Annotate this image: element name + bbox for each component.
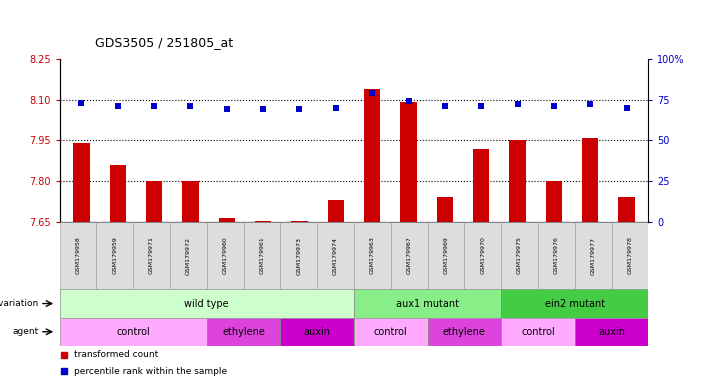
Point [185,103,196,109]
Text: GSM179959: GSM179959 [112,237,117,275]
Bar [109,165,126,222]
Bar [146,181,162,222]
Bar [255,220,271,222]
Bar [60,318,207,346]
Text: genotype/variation: genotype/variation [0,299,39,308]
Text: auxin: auxin [598,327,625,337]
Bar [354,289,501,318]
Text: control: control [116,327,150,337]
Bar [219,218,235,222]
Bar [207,222,244,289]
Bar [465,222,501,289]
Bar [546,181,562,222]
Text: percentile rank within the sample: percentile rank within the sample [74,367,227,376]
Point [475,103,486,109]
Point [294,106,305,113]
Bar [292,220,308,222]
Point [585,101,596,108]
Point [112,103,123,109]
Text: GSM179976: GSM179976 [554,237,559,275]
Text: transformed count: transformed count [74,350,158,359]
Text: GSM179961: GSM179961 [259,237,264,275]
Bar [618,197,635,222]
Text: auxin: auxin [304,327,331,337]
Text: ethylene: ethylene [443,327,486,337]
Bar [575,318,648,346]
Point [149,103,160,109]
Bar [280,318,354,346]
Point [621,104,632,111]
Text: GSM179958: GSM179958 [76,237,81,275]
Bar [327,200,344,222]
Point [512,101,523,108]
Bar [437,197,453,222]
Text: GSM179973: GSM179973 [297,237,301,275]
Bar [207,318,280,346]
Point [403,98,414,104]
Bar [538,222,575,289]
Point [367,90,378,96]
Bar [501,222,538,289]
Text: GSM179975: GSM179975 [517,237,522,275]
Point [257,106,268,113]
Point [76,100,87,106]
Text: GSM179974: GSM179974 [333,237,338,275]
Text: GSM179969: GSM179969 [444,237,449,275]
Text: wild type: wild type [184,298,229,309]
Bar [244,222,280,289]
Bar [364,89,381,222]
Bar [354,318,428,346]
Bar [97,222,133,289]
Point [222,106,233,113]
Point [440,103,451,109]
Text: GDS3505 / 251805_at: GDS3505 / 251805_at [95,36,233,49]
Text: ethylene: ethylene [222,327,265,337]
Text: control: control [521,327,555,337]
Text: GSM179972: GSM179972 [186,237,191,275]
Point [330,104,341,111]
Bar [280,222,317,289]
Bar [317,222,354,289]
Bar [582,137,599,222]
Bar [473,149,489,222]
Bar [612,222,648,289]
Bar [60,222,97,289]
Text: GSM179977: GSM179977 [591,237,596,275]
Bar [510,141,526,222]
Bar [575,222,612,289]
Bar [354,222,391,289]
Bar [428,222,465,289]
Point [548,103,559,109]
Bar [501,318,575,346]
Text: GSM179960: GSM179960 [223,237,228,275]
Text: ein2 mutant: ein2 mutant [545,298,605,309]
Bar [60,289,354,318]
Bar [73,143,90,222]
Bar [428,318,501,346]
Text: control: control [374,327,408,337]
Bar [170,222,207,289]
Text: GSM179963: GSM179963 [370,237,375,275]
Text: aux1 mutant: aux1 mutant [396,298,459,309]
Bar [501,289,648,318]
Text: GSM179967: GSM179967 [407,237,411,275]
Text: GSM179970: GSM179970 [480,237,485,275]
Text: GSM179971: GSM179971 [149,237,154,275]
Bar [133,222,170,289]
Bar [391,222,428,289]
Text: agent: agent [13,327,39,336]
Text: GSM179978: GSM179978 [627,237,632,275]
Bar [400,102,416,222]
Bar [182,181,198,222]
